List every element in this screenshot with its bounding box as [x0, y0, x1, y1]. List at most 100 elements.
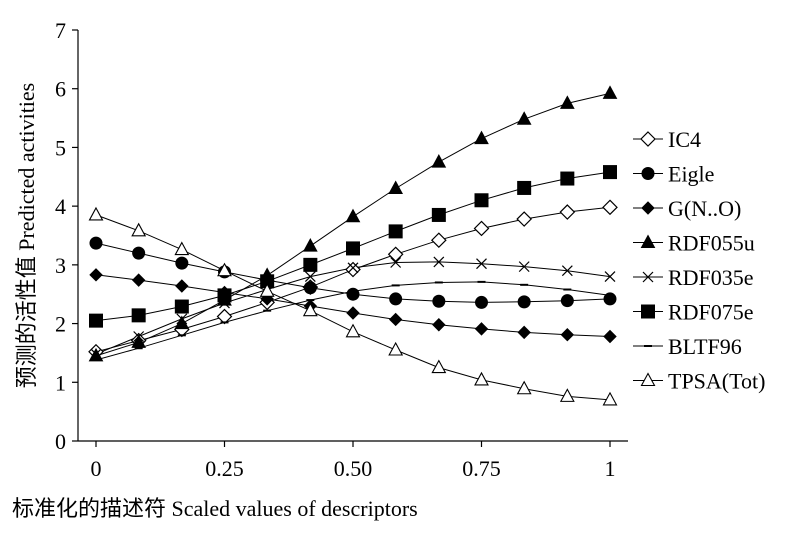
- data-point-g-n-o: [517, 325, 531, 340]
- data-point-tpsa-tot: [259, 283, 275, 297]
- data-point-ic4: [602, 199, 618, 216]
- x-marker-stroke: [90, 348, 102, 360]
- data-point-eigle: [175, 256, 189, 270]
- legend-marker-rdf075e: [641, 304, 655, 319]
- data-point-eigle: [432, 294, 446, 308]
- x-tick-label: 1: [605, 456, 616, 481]
- y-tick-label: 7: [55, 18, 66, 43]
- data-point-rdf055u: [602, 85, 618, 99]
- data-point-tpsa-tot: [602, 391, 618, 406]
- y-tick-label: 5: [55, 135, 66, 160]
- data-point-rdf075e: [517, 180, 532, 195]
- y-tick-label: 0: [55, 429, 66, 454]
- data-point-g-n-o: [175, 279, 189, 293]
- x-marker-stroke: [433, 256, 445, 268]
- y-tick-label: 1: [55, 370, 66, 395]
- y-tick-label: 6: [55, 77, 66, 102]
- data-point-g-n-o: [560, 328, 575, 342]
- data-point-rdf075e: [431, 207, 446, 222]
- data-point-ic4: [345, 261, 361, 278]
- legend-label-rdf075e: RDF075e: [668, 300, 754, 325]
- legend-label-rdf055u: RDF055u: [668, 231, 755, 256]
- x-tick-label: 0.25: [205, 456, 244, 481]
- data-point-rdf035e: [390, 257, 402, 268]
- x-marker-stroke: [390, 257, 402, 268]
- data-point-eigle: [303, 281, 317, 295]
- data-point-eigle: [132, 246, 146, 260]
- data-point-rdf055u: [474, 130, 489, 145]
- x-axis-title: 标准化的描述符 Scaled values of descriptors: [12, 496, 418, 521]
- data-point-rdf075e: [174, 299, 189, 314]
- data-point-rdf035e: [518, 261, 530, 273]
- x-marker-stroke: [176, 313, 188, 325]
- data-point-tpsa-tot: [559, 388, 575, 402]
- x-marker-stroke: [304, 271, 316, 283]
- data-point-rdf075e: [260, 274, 275, 289]
- x-marker-stroke: [476, 258, 487, 270]
- data-point-g-n-o: [131, 273, 146, 287]
- data-point-eigle: [389, 292, 403, 306]
- data-point-rdf075e: [131, 308, 146, 323]
- data-point-rdf055u: [516, 111, 532, 125]
- data-point-rdf075e: [560, 171, 575, 186]
- legend-marker-rdf055u: [640, 234, 656, 248]
- x-tick-label: 0.75: [462, 456, 501, 481]
- legend-marker-ic4: [640, 131, 656, 147]
- x-marker-stroke: [133, 331, 145, 342]
- data-point-eigle: [346, 287, 360, 301]
- data-point-rdf035e: [433, 256, 445, 268]
- data-point-ic4: [216, 308, 233, 325]
- data-point-rdf075e: [388, 224, 403, 239]
- data-point-tpsa-tot: [131, 222, 147, 237]
- data-point-tpsa-tot: [388, 341, 404, 356]
- data-point-rdf075e: [217, 288, 232, 303]
- data-point-tpsa-tot: [431, 359, 447, 374]
- data-point-ic4: [473, 220, 490, 237]
- legend-marker-tpsa-tot: [640, 372, 656, 387]
- data-point-g-n-o: [388, 312, 403, 327]
- x-marker-stroke: [561, 265, 573, 277]
- data-point-g-n-o: [474, 322, 489, 336]
- y-tick-label: 3: [55, 253, 66, 278]
- data-point-rdf075e: [303, 257, 318, 272]
- data-point-rdf035e: [133, 331, 145, 342]
- x-marker-stroke: [642, 271, 654, 283]
- data-point-tpsa-tot: [217, 262, 232, 277]
- data-point-g-n-o: [89, 268, 103, 282]
- y-tick-label: 4: [55, 194, 66, 219]
- data-point-rdf075e: [603, 165, 617, 180]
- data-point-rdf075e: [89, 313, 103, 328]
- data-point-rdf055u: [388, 180, 404, 195]
- legend-label-rdf035e: RDF035e: [668, 265, 754, 290]
- data-point-tpsa-tot: [474, 371, 489, 386]
- legend-label-eigle: Eigle: [668, 162, 714, 187]
- axes: 0 1 2 3 4 5 6 7 0 0.25 0.50 0.75 1: [55, 18, 628, 481]
- x-marker-stroke: [604, 271, 616, 283]
- data-point-rdf035e: [476, 258, 487, 270]
- data-point-rdf055u: [431, 154, 447, 168]
- legend-marker-eigle: [641, 167, 655, 180]
- legend: IC4 Eigle G(N..O) RDF055u RDF035e RDF075e BLTF…: [633, 127, 765, 394]
- data-point-rdf035e: [90, 348, 102, 360]
- legend-label-ic4: IC4: [668, 127, 701, 152]
- data-point-ic4: [516, 211, 533, 227]
- data-point-g-n-o: [432, 318, 446, 332]
- data-point-rdf035e: [604, 271, 616, 283]
- x-marker-stroke: [347, 262, 359, 274]
- data-point-rdf035e: [304, 271, 316, 283]
- series-markers: [88, 85, 618, 406]
- data-point-eigle: [475, 295, 488, 309]
- y-axis-title: 预测的活性值 Predicted activities: [14, 83, 39, 389]
- data-point-g-n-o: [346, 306, 360, 320]
- legend-label-g-n-o: G(N..O): [668, 196, 741, 221]
- x-tick-label: 0.50: [334, 456, 373, 481]
- x-tick-label: 0: [91, 456, 102, 481]
- data-point-eigle: [560, 294, 574, 308]
- data-point-ic4: [430, 232, 447, 249]
- data-point-rdf055u: [345, 208, 361, 223]
- data-point-tpsa-tot: [345, 323, 361, 338]
- x-marker-stroke: [518, 261, 530, 273]
- data-point-rdf035e: [176, 313, 188, 325]
